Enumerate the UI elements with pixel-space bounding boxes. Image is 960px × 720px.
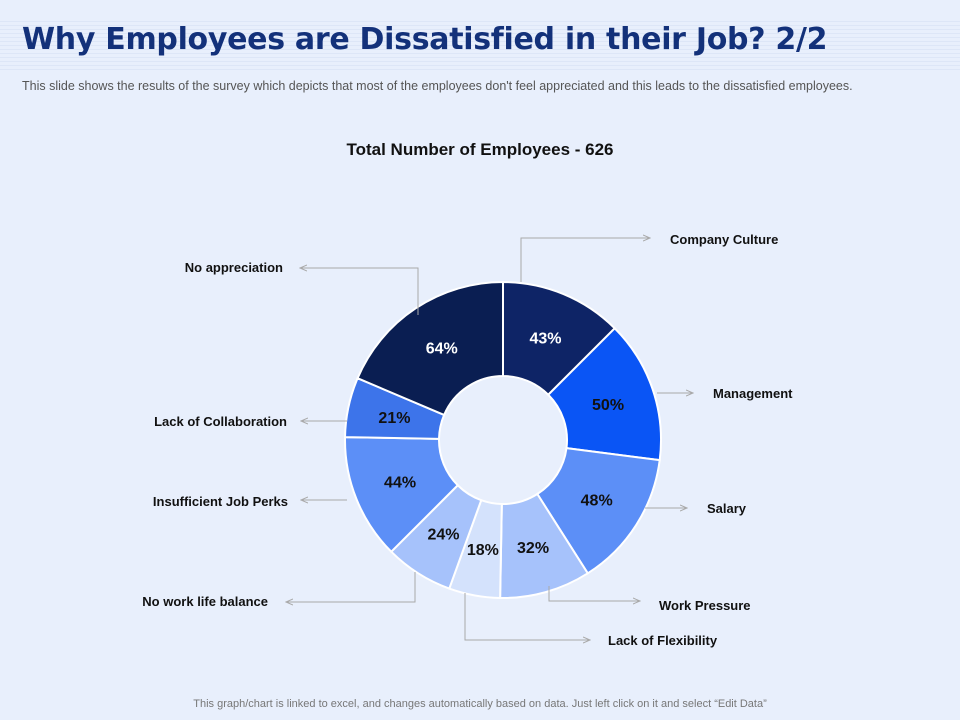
data-label-company-culture: 43% — [529, 330, 561, 347]
callout-line-company-culture — [520, 238, 650, 282]
title-band — [0, 18, 960, 70]
category-label-management: Management — [713, 386, 793, 401]
footer-note: This graph/chart is linked to excel, and… — [193, 698, 767, 710]
data-label-insufficient-job-perks: 44% — [384, 475, 416, 492]
donut-slice-management[interactable] — [546, 326, 662, 462]
data-label-management: 50% — [592, 397, 624, 414]
callout-line-no-work-life-balance — [286, 572, 416, 602]
callout-line-work-pressure — [548, 586, 640, 601]
data-label-work-pressure: 32% — [517, 540, 549, 557]
category-label-lack-of-flexibility: Lack of Flexibility — [608, 633, 718, 648]
data-label-no-work-life-balance: 24% — [427, 527, 459, 544]
category-label-no-appreciation: No appreciation — [185, 260, 283, 275]
data-label-lack-of-collaboration: 21% — [378, 410, 410, 427]
data-label-salary: 48% — [581, 493, 613, 510]
page-subtitle: This slide shows the results of the surv… — [22, 79, 853, 93]
callout-line-no-appreciation — [300, 268, 419, 315]
category-label-lack-of-collaboration: Lack of Collaboration — [154, 414, 287, 429]
chart-title[interactable]: Total Number of Employees - 626 — [346, 140, 614, 159]
category-label-salary: Salary — [707, 501, 747, 516]
data-label-lack-of-flexibility: 18% — [467, 542, 499, 559]
category-label-no-work-life-balance: No work life balance — [142, 594, 268, 609]
callout-line-lack-of-flexibility — [464, 593, 590, 640]
category-label-company-culture: Company Culture — [670, 232, 778, 247]
donut-slice-insufficient-job-perks[interactable] — [344, 436, 460, 554]
donut-slice-no-appreciation[interactable] — [356, 280, 504, 417]
category-label-insufficient-job-perks: Insufficient Job Perks — [153, 494, 288, 509]
category-label-work-pressure: Work Pressure — [659, 598, 751, 613]
page-title: Why Employees are Dissatisfied in their … — [22, 22, 828, 57]
data-label-no-appreciation: 64% — [426, 340, 458, 357]
